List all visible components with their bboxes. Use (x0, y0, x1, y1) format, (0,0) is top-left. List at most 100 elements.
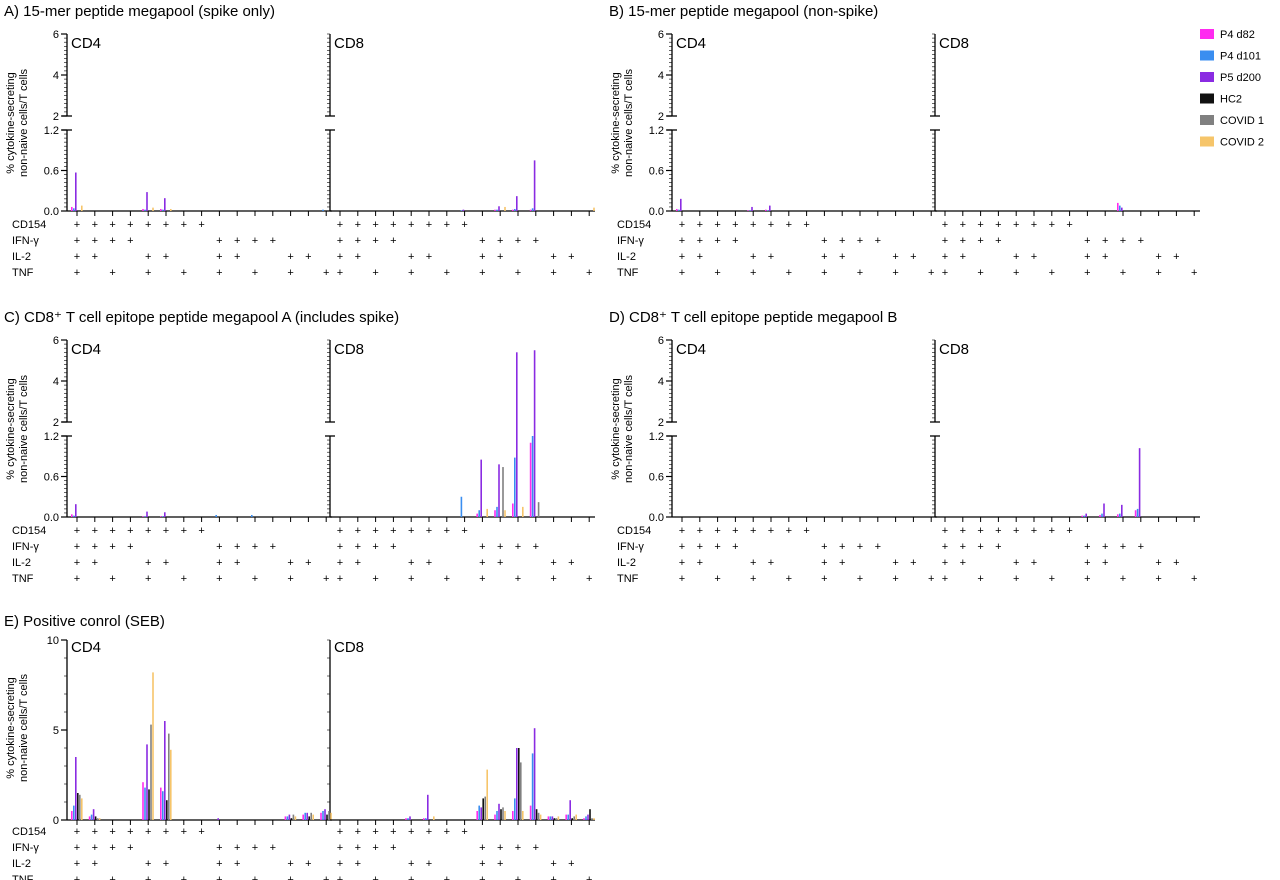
combo-plus-mark: + (337, 874, 343, 880)
combo-plus-mark: + (355, 858, 361, 870)
combo-plus-mark: + (1031, 219, 1037, 231)
bar-p4-d101 (496, 209, 498, 211)
y-axis-label: % cytokine-secretingnon-naive cells/T ce… (610, 374, 635, 483)
combo-plus-mark: + (74, 267, 80, 279)
combo-plus-mark: + (74, 826, 80, 838)
combo-plus-mark: + (942, 251, 948, 263)
combo-plus-mark: + (408, 219, 414, 231)
combo-plus-mark: + (337, 251, 343, 263)
combo-plus-mark: + (1084, 235, 1090, 247)
bar-p4-d101 (286, 816, 289, 820)
combo-plus-mark: + (270, 541, 276, 553)
combo-plus-mark: + (714, 219, 720, 231)
combo-plus-mark: + (408, 573, 414, 585)
combo-plus-mark: + (163, 251, 169, 263)
bar-p4-d101 (531, 208, 534, 211)
bar-p5-d200 (480, 459, 482, 517)
combo-plus-mark: + (1049, 219, 1055, 231)
y-tick-label: 1.2 (649, 431, 664, 443)
combo-plus-mark: + (1138, 235, 1144, 247)
combo-plus-mark: + (479, 858, 485, 870)
combo-plus-mark: + (234, 842, 240, 854)
combo-plus-mark: + (287, 267, 293, 279)
combo-plus-mark: + (74, 235, 80, 247)
combo-plus-mark: + (390, 842, 396, 854)
bar-p5-d200 (498, 206, 500, 211)
bar-hc2 (500, 809, 502, 820)
combo-plus-mark: + (198, 525, 204, 537)
combo-row-label: IL-2 (12, 251, 31, 263)
combo-plus-mark: + (1173, 251, 1179, 263)
combo-row-label: TNF (12, 267, 34, 279)
combo-plus-mark: + (821, 267, 827, 279)
combo-plus-mark: + (216, 842, 222, 854)
combo-plus-mark: + (444, 525, 450, 537)
combo-plus-mark: + (372, 874, 378, 880)
bar-p5-d200 (164, 512, 166, 517)
combo-plus-mark: + (461, 219, 467, 231)
combo-plus-mark: + (252, 573, 258, 585)
combo-plus-mark: + (1031, 557, 1037, 569)
bar-p5-d200 (498, 464, 500, 517)
bar-p5-d200 (1103, 503, 1105, 517)
combo-plus-mark: + (942, 557, 948, 569)
combo-plus-mark: + (216, 267, 222, 279)
combo-plus-mark: + (74, 251, 80, 263)
combo-plus-mark: + (515, 541, 521, 553)
bar-p4-d101 (514, 457, 516, 517)
combo-plus-mark: + (697, 235, 703, 247)
combo-plus-mark: + (337, 541, 343, 553)
combo-plus-mark: + (750, 219, 756, 231)
combo-plus-mark: + (1049, 573, 1055, 585)
combo-plus-mark: + (750, 525, 756, 537)
combo-plus-mark: + (977, 573, 983, 585)
y-tick-label: 4 (658, 70, 664, 82)
combo-plus-mark: + (857, 267, 863, 279)
combo-plus-mark: + (479, 557, 485, 569)
bar-covid-2 (504, 206, 506, 211)
bar-p5-d200 (427, 794, 429, 820)
y-tick-label: 0.0 (649, 512, 664, 524)
y-tick-label: 1.2 (649, 125, 664, 137)
bar-p5-d200 (75, 172, 77, 211)
combo-plus-mark: + (732, 235, 738, 247)
combo-plus-mark: + (1013, 557, 1019, 569)
y-tick-label: 2 (658, 111, 664, 123)
bar-covid-1 (310, 812, 312, 820)
combo-plus-mark: + (786, 573, 792, 585)
bar-covid-2 (504, 811, 506, 820)
combo-plus-mark: + (786, 219, 792, 231)
bar-p4-d82 (512, 209, 514, 211)
panel-label-cd8: CD8 (334, 341, 364, 358)
combo-plus-mark: + (750, 573, 756, 585)
combo-plus-mark: + (426, 858, 432, 870)
bar-p5-d200 (75, 504, 77, 517)
combo-plus-mark: + (568, 251, 574, 263)
legend-label: P4 d101 (1220, 51, 1261, 63)
combo-plus-mark: + (892, 557, 898, 569)
bar-p4-d101 (749, 210, 751, 211)
combo-plus-mark: + (497, 557, 503, 569)
bar-p4-d82 (71, 514, 73, 517)
combo-plus-mark: + (145, 858, 151, 870)
bar-hc2 (166, 800, 168, 820)
combo-plus-mark: + (960, 219, 966, 231)
combo-plus-mark: + (679, 541, 685, 553)
bar-p4-d82 (1134, 510, 1137, 517)
combo-plus-mark: + (977, 267, 983, 279)
bar-p5-d200 (569, 800, 571, 820)
bar-p5-d200 (551, 816, 554, 820)
combo-plus-mark: + (892, 251, 898, 263)
bar-p4-d101 (478, 805, 480, 820)
combo-plus-mark: + (355, 826, 361, 838)
combo-plus-mark: + (337, 557, 343, 569)
combo-plus-mark: + (533, 541, 539, 553)
bar-covid-1 (502, 807, 504, 820)
combo-plus-mark: + (568, 858, 574, 870)
bar-p4-d101 (496, 506, 498, 517)
combo-plus-mark: + (337, 858, 343, 870)
combo-plus-mark: + (305, 858, 311, 870)
combo-plus-mark: + (390, 219, 396, 231)
combo-plus-mark: + (550, 267, 556, 279)
combo-plus-mark: + (145, 267, 151, 279)
